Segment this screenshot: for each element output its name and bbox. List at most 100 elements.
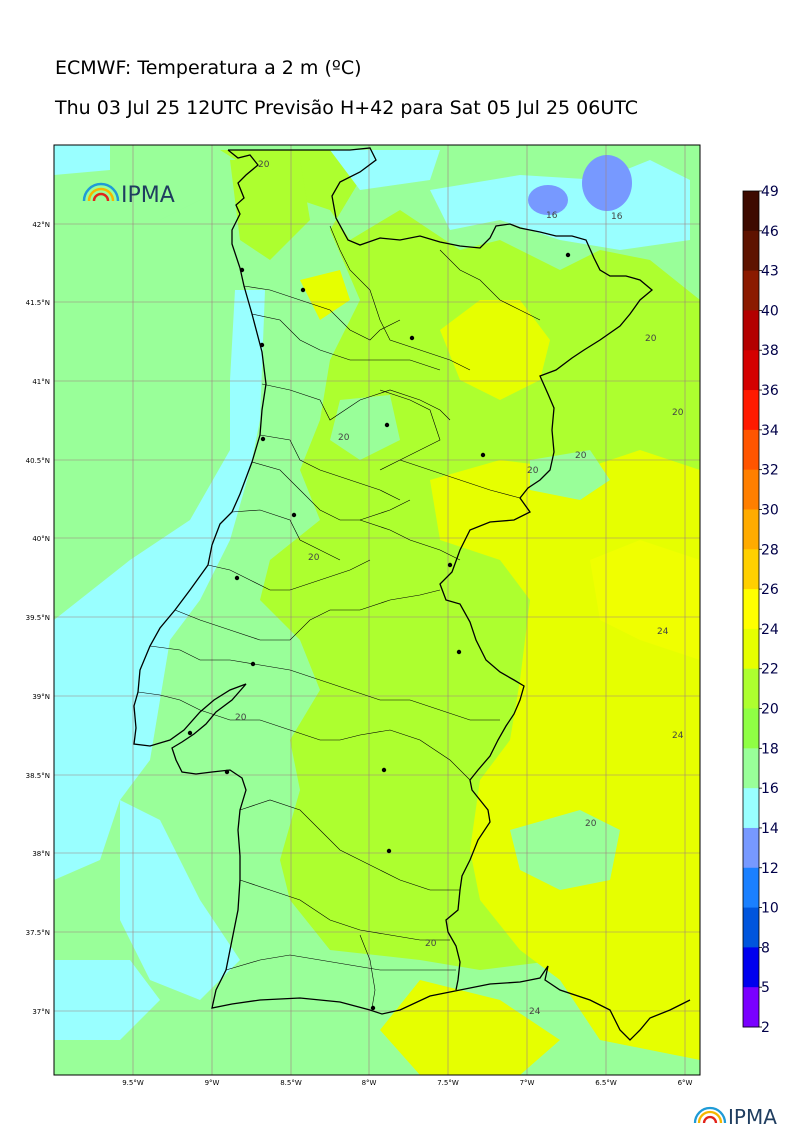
colorbar-segment [743,589,759,630]
city-marker [250,661,256,667]
city-marker [300,287,306,293]
city-marker [234,575,240,581]
lat-label: 42°N [32,221,50,229]
lon-label: 7°W [520,1079,535,1087]
colorbar-segment [743,987,759,1028]
contour-labels: 20 16 16 20 20 20 20 20 20 24 24 20 20 2… [235,160,684,1017]
temperature-field [54,145,700,1075]
colorbar-segment [743,867,759,909]
colorbar-label: 18 [761,741,779,757]
contour-label: 24 [672,731,684,741]
colorbar-label: 20 [761,702,779,718]
colorbar-label: 16 [761,781,779,797]
city-marker [260,436,266,442]
lon-label: 8.5°W [280,1079,302,1087]
colorbar-label: 14 [761,821,779,837]
footer-logo-text: IPMA [728,1105,777,1129]
lat-label: 37.5°N [26,929,50,937]
colorbar-label: 2 [761,1020,770,1036]
colorbar-label: 32 [761,463,779,479]
city-marker [384,422,390,428]
contour-label: 20 [575,451,587,461]
contour-label: 24 [657,627,669,637]
colorbar-segment [743,708,759,749]
lat-label: 39°N [32,693,50,701]
city-marker [386,848,392,854]
lon-label: 7.5°W [437,1079,459,1087]
lon-label: 9°W [205,1079,220,1087]
contour-label: 20 [235,713,247,723]
colorbar-segment [743,469,759,510]
logo-arc-icon [82,182,120,202]
longitude-labels: 9.5°W 9°W 8.5°W 8°W 7.5°W 7°W 6.5°W 6°W [122,1079,692,1087]
contour-label: 20 [425,939,437,949]
colorbar-label: 38 [761,343,779,359]
colorbar-segment [743,748,759,789]
city-marker [224,769,230,775]
lat-label: 38.5°N [26,772,50,780]
colorbar-segment [743,907,759,948]
colorbar-label: 24 [761,622,779,638]
city-markers [187,252,571,1011]
map-frame [53,144,701,1076]
lon-label: 6.5°W [595,1079,617,1087]
colorbar-segment [743,788,759,829]
colorbar-segment [743,668,759,710]
contour-label: 24 [529,1007,541,1017]
colorbar-segment [743,390,759,431]
lon-label: 6°W [678,1079,693,1087]
city-marker [480,452,486,458]
lon-label: 8°W [362,1079,377,1087]
colorbar-label: 43 [761,264,779,280]
lat-label: 38°N [32,850,50,858]
colorbar-label: 49 [761,184,779,200]
contour-label: 20 [338,433,350,443]
contour-label: 16 [611,212,623,222]
lat-label: 40.5°N [26,457,50,465]
colorbar-label: 46 [761,224,779,240]
city-marker [291,512,297,518]
colorbar-label: 36 [761,383,779,399]
colorbar-label: 26 [761,582,779,598]
city-marker [187,730,193,736]
logo-text: IPMA [121,183,175,208]
contour-label: 20 [645,334,657,344]
contour-label: 20 [308,553,320,563]
city-marker [259,342,265,348]
district-boundaries [137,225,541,1009]
colorbar-label: 34 [761,423,779,439]
colorbar-label: 30 [761,502,779,518]
colorbar-segment [743,429,759,471]
colorbar-segment [743,270,759,311]
city-marker [565,252,571,258]
lat-label: 37°N [32,1008,50,1016]
colorbar-segment [743,549,759,590]
colorbar-segment [743,947,759,988]
contour-label: 20 [258,160,270,170]
lon-label: 9.5°W [122,1079,144,1087]
colorbar-segment [743,310,759,351]
city-marker [370,1005,376,1011]
country-outline [133,147,691,1041]
colorbar-label: 12 [761,861,779,877]
lat-label: 41°N [32,378,50,386]
colorbar-label: 5 [761,980,770,996]
city-marker [381,767,387,773]
contour-label: 16 [546,211,558,221]
colorbar-frame [742,190,760,1028]
map-title: ECMWF: Temperatura a 2 m (ºC) [55,57,362,79]
colorbar-label: 22 [761,662,779,678]
latitude-labels: 42°N 41.5°N 41°N 40.5°N 40°N 39.5°N 39°N… [26,221,50,1016]
colorbar-segment [743,509,759,550]
lat-label: 39.5°N [26,614,50,622]
colorbar-label: 40 [761,303,779,319]
colorbar-segment [743,350,759,391]
lat-label: 40°N [32,535,50,543]
contour-label: 20 [672,408,684,418]
colorbar-label: 8 [761,940,770,956]
footer-logo-arc-icon [693,1106,727,1124]
city-marker [409,335,415,341]
footer-ipma-logo: IPMA [693,1105,777,1129]
contour-label: 20 [527,466,539,476]
